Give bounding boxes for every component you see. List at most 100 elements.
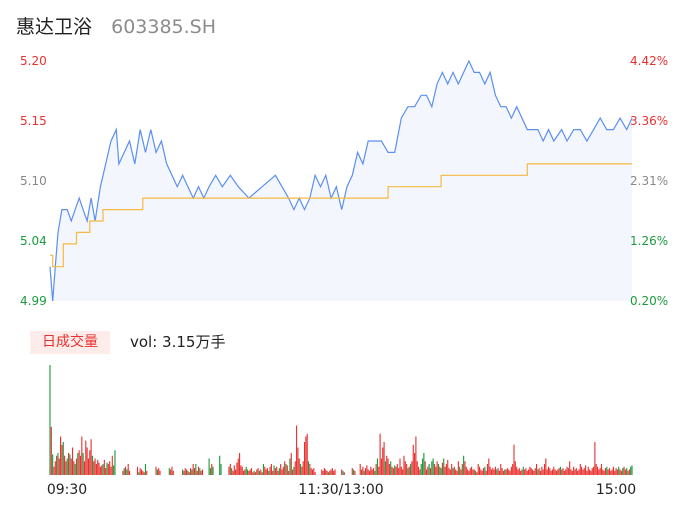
volume-bar (541, 466, 543, 475)
volume-bar (155, 466, 157, 475)
volume-bar (554, 469, 556, 475)
volume-bar (265, 469, 267, 475)
volume-bar (444, 466, 446, 475)
volume-bar (464, 461, 466, 475)
volume-bar (496, 469, 498, 475)
volume-bar (406, 464, 408, 475)
volume-bar (376, 458, 379, 475)
volume-bar (281, 469, 283, 475)
volume-bar (69, 454, 71, 476)
volume-bar (274, 468, 276, 476)
volume-bar (465, 466, 467, 475)
volume-bar (82, 453, 84, 475)
volume-bar (191, 469, 193, 475)
volume-bar (187, 470, 189, 476)
volume-bar (512, 464, 514, 475)
volume-bar (521, 469, 523, 475)
volume-bar (89, 450, 91, 475)
volume-bar (567, 468, 569, 476)
volume-bar (387, 458, 389, 475)
volume-bar (513, 444, 515, 475)
volume-bar (235, 469, 237, 475)
volume-bar (436, 461, 438, 475)
volume-bar (547, 466, 550, 475)
volume-bar (301, 466, 303, 475)
volume-bar (447, 459, 449, 476)
volume-bar (473, 469, 475, 475)
volume-bar (591, 468, 593, 476)
volume-bar (201, 469, 204, 475)
volume-bar (563, 470, 565, 476)
volume-bar (252, 472, 254, 475)
stock-code: 603385.SH (111, 16, 217, 38)
volume-bar (298, 458, 300, 475)
volume-bar (384, 461, 386, 475)
volume-bar (404, 461, 406, 475)
volume-bar (311, 469, 314, 475)
volume-bar (451, 464, 453, 475)
volume-bar (208, 458, 210, 475)
volume-bar (441, 462, 443, 476)
volume-bar (140, 469, 143, 475)
volume-bar (388, 464, 390, 475)
volume-bar (592, 466, 595, 475)
volume-bar (264, 466, 266, 475)
volume-bar (407, 468, 409, 476)
volume-bar (241, 466, 243, 475)
volume-bar (585, 465, 587, 476)
volume-bar (212, 466, 214, 475)
volume-bar (106, 462, 108, 476)
volume-period-badge[interactable]: 日成交量 (30, 331, 110, 354)
volume-bar (239, 453, 241, 475)
volume-bar (85, 440, 87, 476)
volume-bar (199, 468, 201, 476)
volume-bar (604, 468, 607, 476)
volume-bar (65, 461, 67, 475)
volume-bar (574, 469, 576, 475)
volume-bar (185, 469, 188, 475)
volume-bar (359, 464, 361, 475)
volume-bar (481, 470, 483, 476)
volume-bar (248, 470, 250, 476)
volume-bar (372, 468, 375, 476)
volume-bar (353, 469, 355, 475)
volume-bar (518, 468, 520, 476)
volume-bar (81, 436, 83, 475)
volume-bar (142, 470, 144, 476)
volume-bar (486, 464, 489, 475)
volume-bar (58, 458, 60, 475)
volume-bar (490, 469, 493, 475)
volume-readout: vol: 3.15万手 (130, 333, 226, 351)
volume-bar (595, 464, 597, 475)
volume-bar (125, 466, 127, 475)
volume-bar (60, 436, 62, 475)
volume-bar (219, 455, 221, 475)
price-line (49, 59, 633, 302)
volume-bar (599, 468, 601, 476)
y-axis-left-tick: 4.99 (20, 294, 47, 308)
volume-bar (502, 470, 504, 476)
volume-bar (475, 470, 477, 476)
volume-bar (211, 464, 213, 475)
volume-bar (368, 470, 371, 476)
volume-bar (539, 470, 542, 476)
volume-bar (562, 468, 564, 476)
volume-bar (158, 468, 160, 476)
volume-bar (482, 468, 485, 476)
volume-bar (598, 469, 600, 475)
volume-bar (192, 464, 194, 475)
volume-bar (184, 468, 186, 476)
volume-bar (452, 468, 454, 476)
volume-bar (300, 464, 302, 475)
volume-bar (321, 469, 323, 475)
volume-bar (196, 470, 198, 476)
volume-bar (144, 464, 147, 475)
volume-bar (62, 442, 64, 475)
volume-bar (553, 466, 555, 475)
price-area-fill (50, 61, 632, 301)
volume-bar (485, 470, 487, 476)
y-axis-left-tick: 5.04 (20, 234, 47, 248)
volume-bar (110, 466, 112, 475)
volume-bar (343, 472, 345, 475)
